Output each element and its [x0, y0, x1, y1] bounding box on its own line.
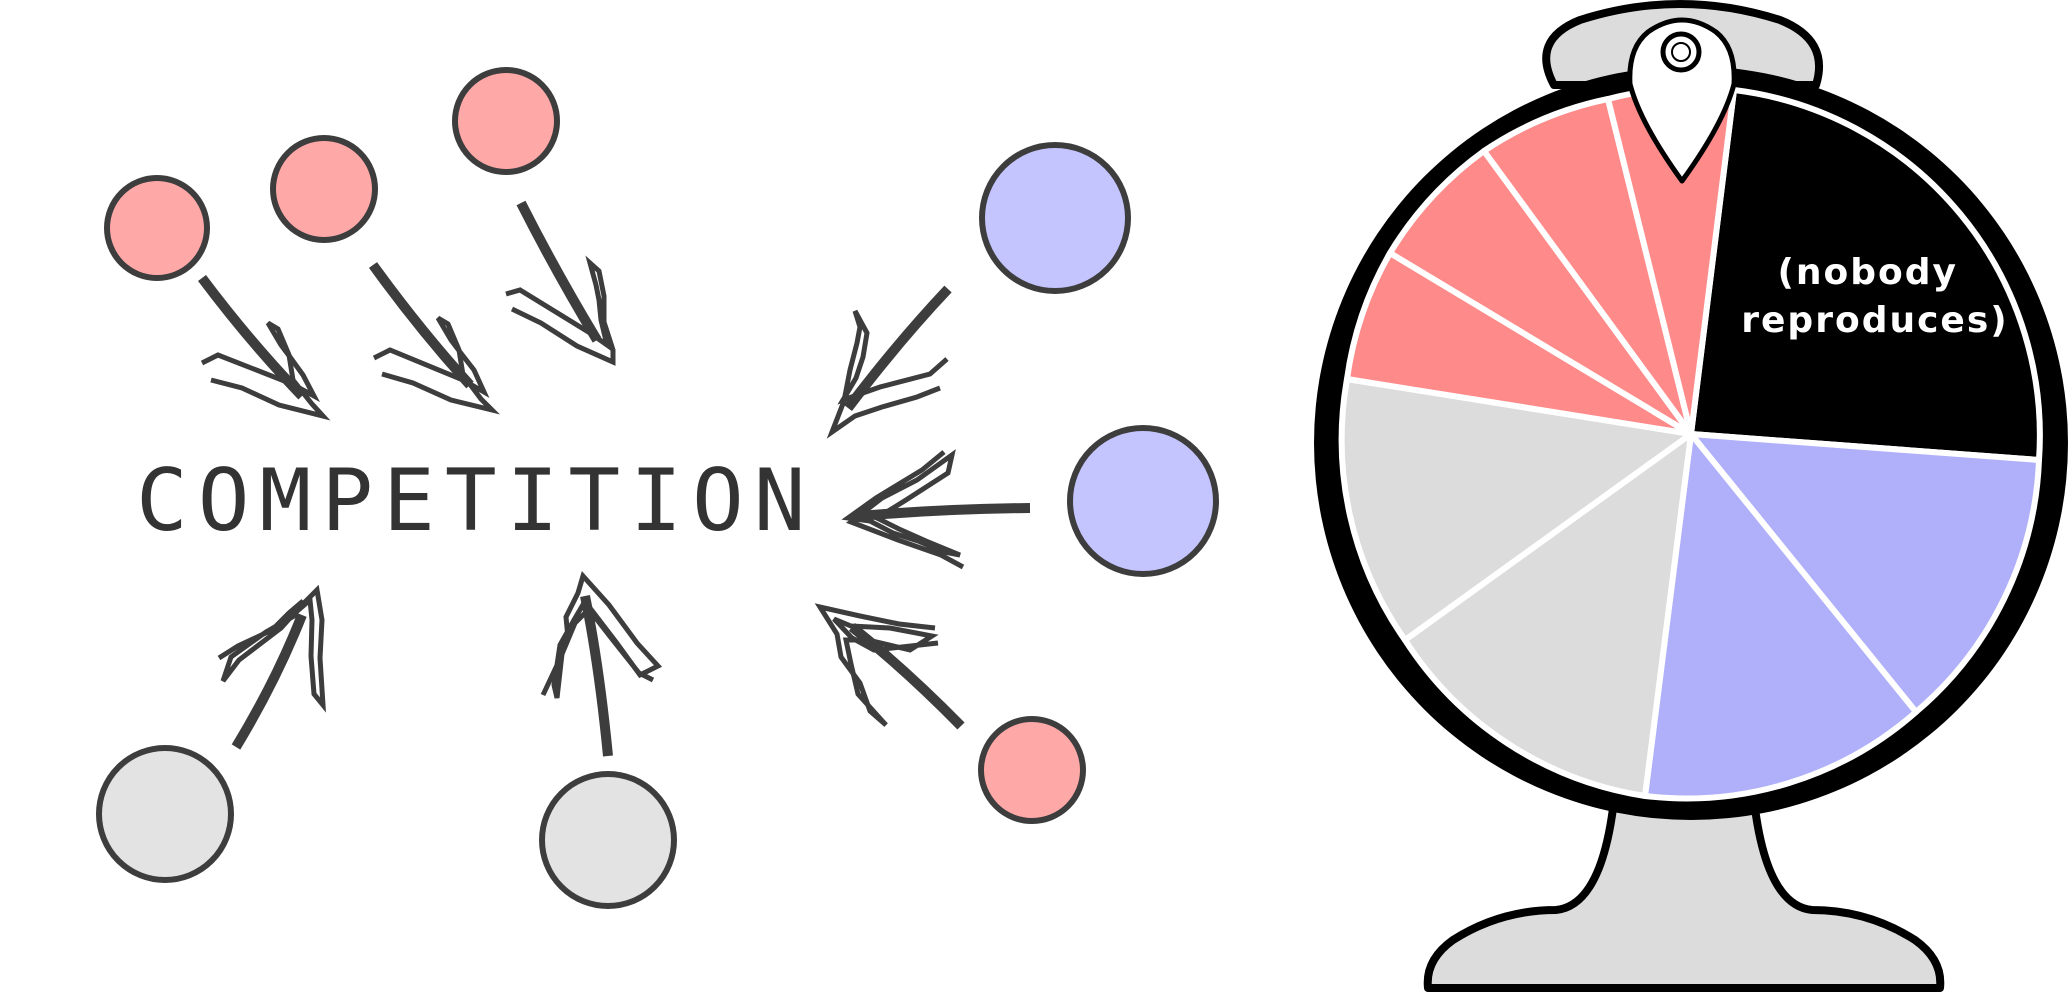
arrow [217, 584, 326, 750]
blue-circle [1067, 425, 1219, 577]
arrow [368, 262, 501, 415]
competition-label: COMPETITION [136, 451, 816, 551]
segment-gray [1402, 431, 1694, 799]
nobody-reproduces-label: (nobody reproduces) [1741, 252, 2008, 341]
gray-circle [96, 745, 234, 883]
label-line-2: reproduces) [1741, 300, 2008, 341]
wheel-stand [1423, 776, 1945, 992]
pink-circle [452, 67, 560, 175]
gray-circle [539, 771, 677, 909]
pointer-pivot-center [1671, 42, 1691, 62]
arrow [198, 274, 331, 421]
pink-circle [270, 135, 378, 243]
pointer-pin [1627, 17, 1737, 184]
wheel-pointer [1627, 17, 1737, 184]
segment-black [1688, 87, 2043, 463]
arrow [841, 449, 1031, 570]
arrow [505, 200, 616, 366]
arrow [814, 603, 965, 730]
label-line-1: (nobody [1777, 252, 1958, 293]
pink-circle [104, 175, 210, 281]
wheel-of-fortune: (nobody reproduces) [1314, 0, 2068, 992]
arrow [540, 570, 663, 757]
wheel-segments [1338, 84, 2043, 802]
segment-gray [1338, 376, 1694, 643]
arrow [826, 285, 952, 439]
competition-diagram [96, 67, 1219, 909]
blue-circle [979, 142, 1131, 294]
pink-circle [978, 716, 1086, 824]
segment-blue [1642, 431, 1919, 802]
segment-blue [1688, 431, 2042, 715]
